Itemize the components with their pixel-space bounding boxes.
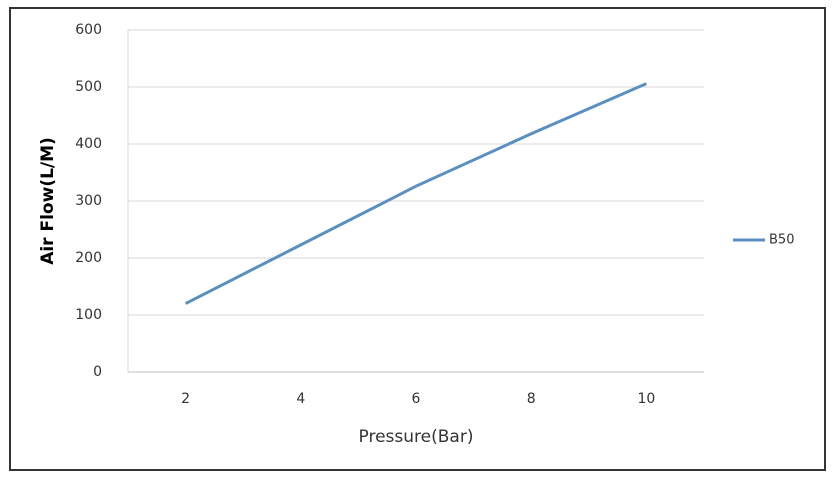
x-axis-title: Pressure(Bar) <box>359 427 474 447</box>
x-tick-label: 2 <box>181 391 190 407</box>
chart-frame <box>9 7 826 471</box>
x-tick-label: 10 <box>637 391 655 407</box>
y-tick-label: 200 <box>75 250 102 266</box>
y-tick-label: 400 <box>75 136 102 152</box>
y-tick-label: 300 <box>75 193 102 209</box>
data-line <box>184 82 647 305</box>
y-tick-label: 600 <box>75 22 102 38</box>
y-tick-label: 100 <box>75 307 102 323</box>
y-axis-title: Air Flow(L/M) <box>38 137 58 265</box>
x-tick-label: 4 <box>296 391 305 407</box>
x-tick-label: 8 <box>527 391 536 407</box>
legend-label: B50 <box>769 233 794 248</box>
y-tick-label: 500 <box>75 79 102 95</box>
x-tick-label: 6 <box>412 391 421 407</box>
y-tick-label: 0 <box>93 364 102 380</box>
